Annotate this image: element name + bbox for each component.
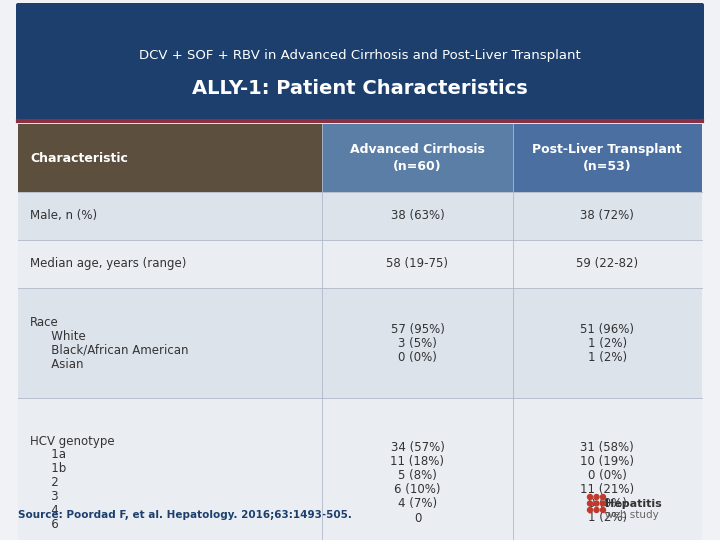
Text: 4: 4 [40, 504, 59, 517]
FancyBboxPatch shape [513, 240, 702, 288]
Text: Race: Race [30, 315, 59, 328]
Circle shape [594, 495, 599, 500]
Text: Characteristic: Characteristic [30, 152, 128, 165]
FancyBboxPatch shape [513, 124, 702, 192]
FancyBboxPatch shape [513, 398, 702, 540]
Text: Post-Liver Transplant
(n=53): Post-Liver Transplant (n=53) [533, 143, 682, 173]
Circle shape [594, 508, 599, 512]
FancyBboxPatch shape [323, 124, 513, 192]
Text: Black/African American: Black/African American [40, 343, 189, 356]
Text: 11 (21%): 11 (21%) [580, 483, 634, 496]
Text: 1 (2%): 1 (2%) [588, 350, 627, 363]
Circle shape [600, 495, 606, 500]
Text: 2: 2 [40, 476, 59, 489]
FancyBboxPatch shape [323, 240, 513, 288]
Text: 38 (72%): 38 (72%) [580, 210, 634, 222]
Circle shape [600, 508, 606, 512]
Text: Source: Poordad F, et al. Hepatology. 2016;63:1493-505.: Source: Poordad F, et al. Hepatology. 20… [18, 510, 352, 520]
Text: 57 (95%): 57 (95%) [390, 322, 444, 335]
Text: 58 (19-75): 58 (19-75) [387, 258, 449, 271]
Text: 6: 6 [40, 518, 59, 531]
Circle shape [600, 501, 606, 506]
Text: Hepatitis: Hepatitis [605, 499, 662, 509]
FancyBboxPatch shape [513, 288, 702, 398]
Text: web study: web study [605, 510, 659, 520]
FancyBboxPatch shape [513, 192, 702, 240]
Text: 11 (18%): 11 (18%) [390, 456, 444, 469]
Text: 1a: 1a [40, 449, 66, 462]
Text: 10 (19%): 10 (19%) [580, 456, 634, 469]
Text: DCV + SOF + RBV in Advanced Cirrhosis and Post-Liver Transplant: DCV + SOF + RBV in Advanced Cirrhosis an… [139, 49, 581, 62]
Text: 3 (5%): 3 (5%) [398, 336, 437, 349]
Text: Asian: Asian [40, 357, 84, 370]
Text: 59 (22-82): 59 (22-82) [576, 258, 639, 271]
Text: 51 (96%): 51 (96%) [580, 322, 634, 335]
Text: 5 (8%): 5 (8%) [398, 469, 437, 483]
Text: 6 (10%): 6 (10%) [395, 483, 441, 496]
Circle shape [588, 508, 593, 512]
Text: Male, n (%): Male, n (%) [30, 210, 97, 222]
FancyBboxPatch shape [323, 288, 513, 398]
Text: White: White [40, 329, 86, 342]
Text: 1 (2%): 1 (2%) [588, 511, 627, 524]
Text: 0: 0 [414, 511, 421, 524]
Text: 38 (63%): 38 (63%) [390, 210, 444, 222]
Text: ALLY-1: Patient Characteristics: ALLY-1: Patient Characteristics [192, 78, 528, 98]
FancyBboxPatch shape [323, 192, 513, 240]
Text: Median age, years (range): Median age, years (range) [30, 258, 186, 271]
Text: 34 (57%): 34 (57%) [390, 442, 444, 455]
Text: Advanced Cirrhosis
(n=60): Advanced Cirrhosis (n=60) [350, 143, 485, 173]
FancyBboxPatch shape [18, 124, 323, 192]
FancyBboxPatch shape [18, 398, 323, 540]
FancyBboxPatch shape [18, 192, 323, 240]
Circle shape [594, 501, 599, 506]
Text: 1b: 1b [40, 462, 66, 476]
FancyBboxPatch shape [323, 398, 513, 540]
Text: 0 (0%): 0 (0%) [588, 497, 626, 510]
Text: HCV genotype: HCV genotype [30, 435, 114, 448]
Circle shape [588, 495, 593, 500]
Text: 0 (0%): 0 (0%) [398, 350, 437, 363]
Circle shape [588, 501, 593, 506]
Text: 0 (0%): 0 (0%) [588, 469, 626, 483]
Text: 31 (58%): 31 (58%) [580, 442, 634, 455]
Text: 4 (7%): 4 (7%) [398, 497, 437, 510]
Text: 1 (2%): 1 (2%) [588, 336, 627, 349]
FancyBboxPatch shape [16, 3, 704, 120]
Text: 3: 3 [40, 490, 58, 503]
FancyBboxPatch shape [18, 240, 323, 288]
FancyBboxPatch shape [18, 288, 323, 398]
